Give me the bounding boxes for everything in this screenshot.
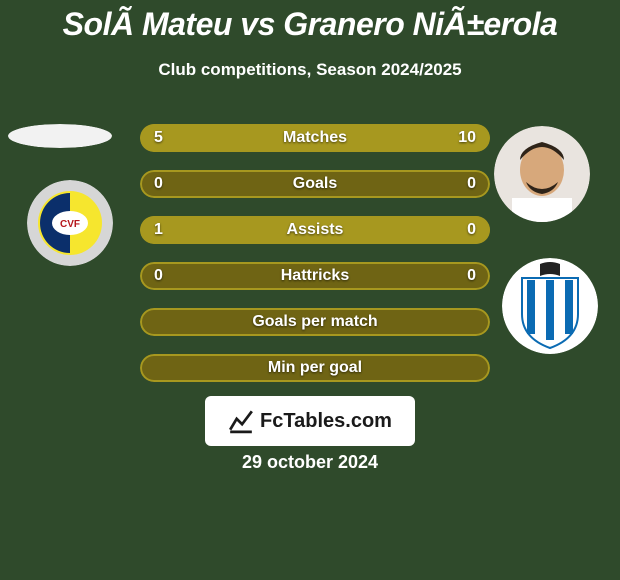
page-title: SolÃ Mateu vs Granero NiÃ±erola (0, 6, 620, 43)
chart-icon (228, 408, 254, 434)
player-left-avatar (8, 124, 112, 148)
club-left-crest: CVF (27, 180, 113, 266)
stat-left-value: 0 (140, 170, 177, 198)
stat-right-value: 0 (453, 262, 490, 290)
player-right-avatar (494, 126, 590, 222)
stat-left-value: 1 (140, 216, 177, 244)
stat-row-goals-per-match: Goals per match (140, 308, 490, 336)
club-right-crest (502, 258, 598, 354)
stat-right-value: 0 (453, 170, 490, 198)
comparison-infographic: SolÃ Mateu vs Granero NiÃ±erola Club com… (0, 0, 620, 580)
stat-row-matches: 510Matches (140, 124, 490, 152)
comparison-bars: 510Matches00Goals10Assists00HattricksGoa… (140, 124, 490, 400)
page-subtitle: Club competitions, Season 2024/2025 (0, 60, 620, 80)
stat-right-value: 10 (444, 124, 490, 152)
stat-row-assists: 10Assists (140, 216, 490, 244)
stat-row-goals: 00Goals (140, 170, 490, 198)
branding-badge[interactable]: FcTables.com (205, 396, 415, 446)
infographic-date: 29 october 2024 (0, 452, 620, 473)
stat-left-value: 0 (140, 262, 177, 290)
stat-row-min-per-goal: Min per goal (140, 354, 490, 382)
stat-left-value: 5 (140, 124, 177, 152)
branding-text: FcTables.com (260, 410, 392, 433)
stat-right-value: 0 (453, 216, 490, 244)
svg-text:CVF: CVF (60, 219, 80, 230)
stat-row-hattricks: 00Hattricks (140, 262, 490, 290)
